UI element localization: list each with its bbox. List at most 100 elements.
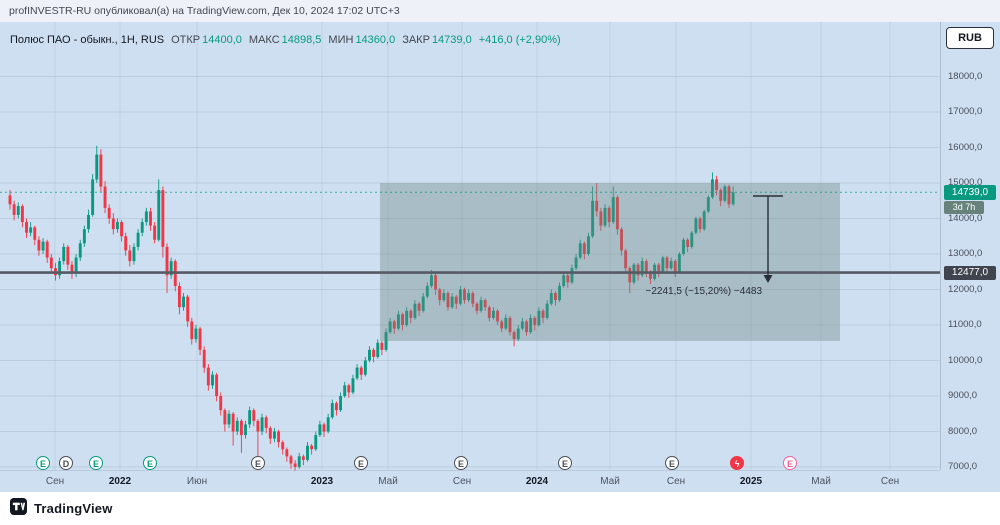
candle-body bbox=[661, 257, 665, 272]
candle-body bbox=[570, 268, 574, 283]
tradingview-logo-icon[interactable] bbox=[10, 497, 27, 520]
candle-body bbox=[268, 427, 272, 439]
candle-body bbox=[107, 207, 111, 219]
candle-body bbox=[91, 179, 95, 215]
candle-body bbox=[111, 218, 115, 230]
time-tick-year[interactable]: 2025 bbox=[739, 476, 763, 487]
candle-body bbox=[264, 417, 268, 428]
candle-body bbox=[231, 413, 235, 432]
candle-body bbox=[483, 300, 487, 308]
time-tick-month[interactable]: Май bbox=[811, 476, 831, 487]
earnings-marker-icon[interactable]: E bbox=[783, 456, 797, 470]
ohlc-low: МИН 14360,0 bbox=[328, 34, 396, 46]
candle-body bbox=[421, 296, 425, 311]
candle-body bbox=[467, 293, 471, 301]
candle-body bbox=[239, 420, 243, 436]
earnings-marker-icon[interactable]: E bbox=[36, 456, 50, 470]
earnings-marker-icon[interactable]: E bbox=[454, 456, 468, 470]
candle-body bbox=[330, 403, 334, 418]
earnings-marker-icon[interactable]: E bbox=[354, 456, 368, 470]
time-tick-year[interactable]: 2022 bbox=[108, 476, 132, 487]
ohlc-open: ОТКР 14400,0 bbox=[171, 34, 242, 46]
candle-body bbox=[690, 232, 694, 247]
earnings-marker-icon[interactable]: E bbox=[665, 456, 679, 470]
candle-body bbox=[566, 275, 570, 283]
candle-body bbox=[657, 264, 661, 272]
candle-body bbox=[45, 241, 49, 258]
price-axis[interactable]: 14739,0 3d 7h 12477,0 18000,0 17000,0 1600… bbox=[940, 22, 1000, 472]
candle-body bbox=[388, 321, 392, 333]
time-tick-year[interactable]: 2023 bbox=[310, 476, 334, 487]
candle-body bbox=[8, 195, 12, 205]
candle-body bbox=[74, 257, 78, 274]
candle-body bbox=[215, 374, 219, 396]
candle-body bbox=[673, 261, 677, 272]
candle-body bbox=[149, 211, 152, 226]
candle-body bbox=[177, 285, 181, 308]
symbol-header: Полюс ПАО - обыкн., 1Н, RUS ОТКР 14400,0 … bbox=[10, 34, 561, 46]
range-box-overlay[interactable] bbox=[380, 183, 840, 341]
candle-body bbox=[99, 154, 103, 187]
earnings-marker-icon[interactable]: E bbox=[558, 456, 572, 470]
candle-body bbox=[186, 296, 190, 322]
candle-body bbox=[669, 261, 673, 269]
earnings-marker-icon[interactable]: E bbox=[143, 456, 157, 470]
time-tick-month[interactable]: Сен bbox=[666, 476, 686, 487]
candle-body bbox=[607, 207, 611, 223]
candle-body bbox=[248, 410, 252, 425]
tradingview-wordmark[interactable]: TradingView bbox=[34, 501, 113, 516]
price-tick-label: 13000,0 bbox=[948, 248, 983, 259]
candle-body bbox=[190, 321, 194, 340]
candle-body bbox=[686, 239, 690, 247]
candle-body bbox=[157, 190, 161, 240]
candlestick-chart[interactable] bbox=[0, 22, 1000, 492]
candle-body bbox=[165, 246, 169, 276]
candle-body bbox=[372, 349, 376, 357]
candle-body bbox=[128, 250, 132, 262]
candle-body bbox=[219, 396, 223, 411]
price-tick-label: 7000,0 bbox=[948, 461, 978, 472]
bar-countdown-badge: 3d 7h bbox=[944, 201, 984, 214]
time-tick-year[interactable]: 2024 bbox=[525, 476, 549, 487]
time-tick-month[interactable]: Сен bbox=[452, 476, 472, 487]
candle-body bbox=[33, 227, 37, 240]
time-tick-month[interactable]: Май bbox=[378, 476, 398, 487]
chart-panel[interactable]: Полюс ПАО - обыкн., 1Н, RUS ОТКР 14400,0 … bbox=[0, 22, 1000, 492]
candle-body bbox=[723, 186, 727, 201]
footer-bar: TradingView bbox=[0, 492, 1000, 525]
dividends-marker-icon[interactable]: D bbox=[59, 456, 73, 470]
candle-body bbox=[227, 413, 231, 425]
candle-body bbox=[438, 289, 442, 301]
candle-body bbox=[95, 154, 99, 180]
time-tick-month[interactable]: Май bbox=[600, 476, 620, 487]
candle-body bbox=[533, 317, 537, 325]
candle-body bbox=[508, 317, 512, 333]
candle-body bbox=[334, 403, 338, 411]
candle-body bbox=[599, 211, 603, 226]
price-tick-label: 18000,0 bbox=[948, 70, 983, 82]
candle-body bbox=[297, 456, 301, 467]
candle-body bbox=[487, 307, 491, 318]
candle-body bbox=[198, 328, 202, 350]
candle-body bbox=[450, 296, 454, 308]
time-tick-month[interactable]: Июн bbox=[186, 476, 208, 487]
time-tick-month[interactable]: Сен bbox=[880, 476, 900, 487]
candle-body bbox=[78, 243, 82, 258]
candle-body bbox=[339, 396, 343, 411]
candle-body bbox=[442, 293, 446, 301]
earnings-marker-icon[interactable]: E bbox=[89, 456, 103, 470]
earnings-marker-icon[interactable]: E bbox=[251, 456, 265, 470]
candle-body bbox=[206, 367, 210, 386]
candle-body bbox=[731, 192, 735, 205]
price-tick-label: 15000,0 bbox=[948, 177, 983, 188]
time-tick-month[interactable]: Сен bbox=[45, 476, 65, 487]
alert-marker-icon[interactable]: ϟ bbox=[730, 456, 744, 470]
time-axis[interactable]: Сен 2022 Июн 2023 Май Сен 2024 Май Сен 2025 Май Сен bbox=[0, 470, 940, 492]
candle-body bbox=[153, 225, 157, 240]
candle-body bbox=[715, 179, 719, 191]
candle-body bbox=[541, 310, 545, 318]
candle-body bbox=[136, 232, 140, 247]
currency-button[interactable]: RUB bbox=[946, 27, 994, 49]
candle-body bbox=[624, 250, 628, 269]
